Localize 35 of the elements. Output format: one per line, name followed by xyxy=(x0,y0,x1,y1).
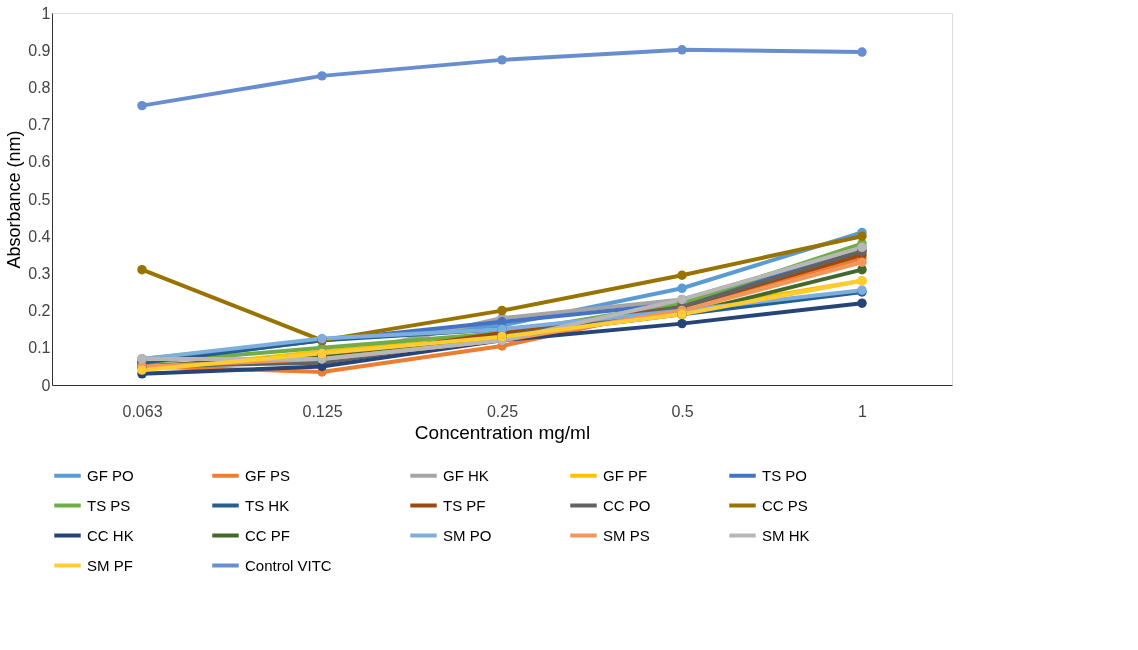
x-axis-title: Concentration mg/ml xyxy=(414,421,591,443)
y-tick-label: 0 xyxy=(41,376,51,394)
y-tick-label: 0.1 xyxy=(28,339,51,357)
x-tick-label: 0.5 xyxy=(671,402,694,420)
legend-label: SM PO xyxy=(443,526,492,544)
y-tick-label: 0.6 xyxy=(28,153,51,171)
legend-label: CC PO xyxy=(603,496,651,514)
legend-label: CC PS xyxy=(762,496,808,514)
legend-label: TS PS xyxy=(87,496,131,514)
x-tick-label: 0.125 xyxy=(302,402,343,420)
x-tick-label: 1 xyxy=(858,402,868,420)
y-tick-label: 0.5 xyxy=(28,190,51,208)
legend-label: GF PF xyxy=(603,466,648,484)
y-tick-label: 0.2 xyxy=(28,302,51,320)
legend-label: SM HK xyxy=(762,526,810,544)
legend-label: SM PF xyxy=(87,556,133,574)
legend-label: SM PS xyxy=(603,526,650,544)
y-tick-label: 0.4 xyxy=(28,227,51,245)
y-tick-label: 0.7 xyxy=(28,116,51,134)
legend-label: CC HK xyxy=(87,526,134,544)
x-tick-label: 0.25 xyxy=(486,402,519,420)
legend-label: TS PO xyxy=(762,466,808,484)
legend-label: TS PF xyxy=(443,496,486,514)
y-tick-label: 0.9 xyxy=(28,41,51,59)
legend-label: Control VITC xyxy=(245,556,332,574)
legend-label: GF PO xyxy=(87,466,134,484)
y-tick-label: 0.3 xyxy=(28,264,51,282)
y-tick-label: 0.8 xyxy=(28,78,51,96)
legend-label: TS HK xyxy=(245,496,290,514)
legend-label: GF PS xyxy=(245,466,291,484)
x-tick-label: 0.063 xyxy=(122,402,163,420)
y-axis-title: Absorbance (nm) xyxy=(4,130,25,269)
legend-label: CC PF xyxy=(245,526,290,544)
y-tick-label: 1 xyxy=(41,4,51,22)
legend-label: GF HK xyxy=(443,466,489,484)
